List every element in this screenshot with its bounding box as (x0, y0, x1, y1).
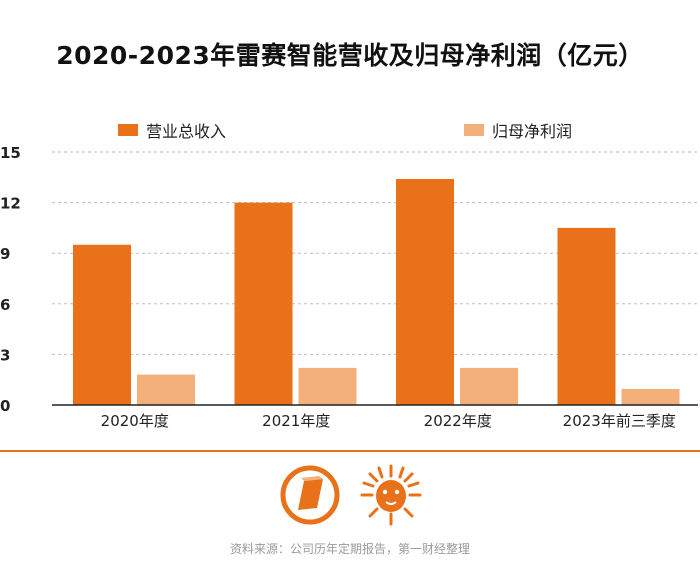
bar-revenue (558, 228, 616, 405)
document-circle-icon (279, 464, 341, 526)
bar-chart: 0 3 6 9 12 15 2020年度 2021年度 2022年度 2023年前三季度 (0, 0, 700, 450)
x-tick-label: 2023年前三季度 (563, 412, 676, 430)
y-tick-label: 15 (0, 144, 21, 162)
bar-profit (460, 368, 518, 405)
bar-revenue (235, 203, 293, 405)
bar-revenue (396, 179, 454, 405)
bar-profit (622, 389, 680, 405)
footer-divider (0, 450, 700, 452)
x-tick-label: 2022年度 (424, 412, 492, 430)
lion-head-icon (358, 462, 424, 528)
x-tick-label: 2021年度 (262, 412, 330, 430)
x-tick-label: 2020年度 (101, 412, 169, 430)
bar-profit (137, 375, 195, 405)
bar-profit (299, 368, 357, 405)
bar-revenue (73, 245, 131, 405)
y-tick-label: 0 (0, 397, 10, 415)
y-tick-label: 12 (0, 195, 21, 213)
y-tick-label: 3 (0, 346, 10, 364)
source-note: 资料来源：公司历年定期报告，第一财经整理 (0, 540, 700, 557)
y-tick-label: 9 (0, 245, 10, 263)
y-tick-label: 6 (0, 296, 10, 314)
